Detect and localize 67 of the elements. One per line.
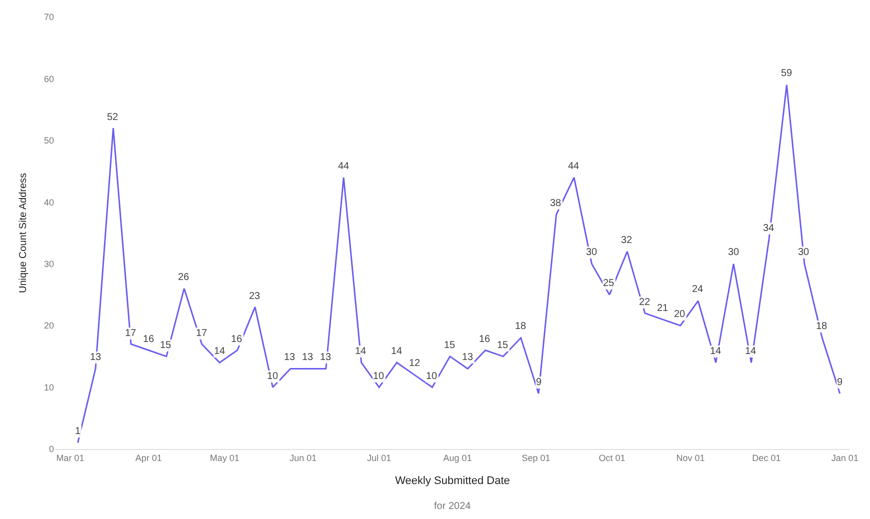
y-tick-label: 50 (44, 136, 54, 146)
data-label: 23 (249, 291, 261, 302)
data-label: 14 (710, 346, 722, 357)
data-label: 18 (515, 321, 527, 332)
x-tick-label: Jul 01 (367, 452, 392, 463)
data-label: 16 (143, 334, 155, 345)
data-label: 1 (75, 426, 81, 437)
data-label: 38 (550, 198, 562, 209)
data-label: 14 (355, 346, 367, 357)
data-label: 13 (284, 352, 296, 363)
data-label: 16 (479, 334, 491, 345)
data-label: 15 (497, 340, 509, 351)
y-tick-label: 30 (44, 259, 54, 270)
data-label: 16 (231, 334, 243, 345)
data-label: 34 (763, 223, 775, 234)
data-label: 26 (178, 272, 190, 283)
data-label: 20 (674, 309, 686, 320)
y-tick-label: 60 (44, 74, 54, 84)
x-tick-label: May 01 (210, 452, 240, 463)
data-label: 10 (267, 371, 279, 382)
x-tick-label: Oct 01 (598, 452, 626, 463)
data-label: 13 (302, 352, 314, 363)
y-tick-label: 20 (44, 320, 54, 331)
data-label: 32 (621, 235, 633, 246)
data-label: 13 (90, 352, 102, 363)
x-axis-title: Weekly Submitted Date (395, 475, 510, 487)
data-label: 17 (196, 328, 208, 339)
data-label: 24 (692, 284, 704, 295)
data-label: 10 (426, 371, 438, 382)
data-label: 30 (798, 247, 810, 258)
data-label: 14 (745, 346, 757, 357)
data-label: 52 (107, 112, 119, 123)
x-tick-label: Jan 01 (831, 452, 858, 463)
x-tick-label: Apr 01 (135, 452, 162, 463)
data-label: 30 (728, 247, 740, 258)
data-label: 15 (160, 340, 172, 351)
data-label: 30 (586, 247, 598, 258)
data-label: 17 (125, 328, 137, 339)
data-label: 44 (338, 161, 350, 172)
data-label: 59 (781, 68, 793, 79)
data-label: 18 (816, 321, 828, 332)
data-label: 9 (837, 377, 843, 388)
data-label: 10 (373, 371, 385, 382)
x-tick-label: Nov 01 (676, 452, 705, 463)
y-tick-label: 40 (44, 197, 54, 208)
data-label: 14 (214, 346, 226, 357)
y-tick-label: 70 (44, 12, 54, 22)
x-tick-label: Jun 01 (290, 452, 317, 463)
data-label: 21 (657, 303, 669, 314)
x-tick-label: Sep 01 (522, 452, 550, 463)
data-label: 25 (603, 278, 615, 289)
line-series (77, 84, 841, 444)
data-label: 44 (568, 161, 580, 172)
x-tick-label: Dec 01 (752, 452, 781, 463)
x-tick-label: Aug 01 (443, 452, 472, 463)
data-label: 13 (320, 352, 332, 363)
text: for 2024 (434, 501, 472, 512)
y-axis-title: Unique Count Site Address (18, 172, 29, 294)
data-label: 14 (391, 346, 403, 357)
data-label: 12 (409, 358, 421, 369)
data-label: 22 (639, 297, 651, 308)
y-tick-label: 0 (48, 444, 54, 454)
data-label: 9 (536, 377, 542, 388)
x-tick-label: Mar 01 (56, 452, 84, 463)
data-label: 13 (462, 352, 474, 363)
data-label: 15 (444, 340, 456, 351)
y-tick-label: 10 (44, 382, 54, 392)
